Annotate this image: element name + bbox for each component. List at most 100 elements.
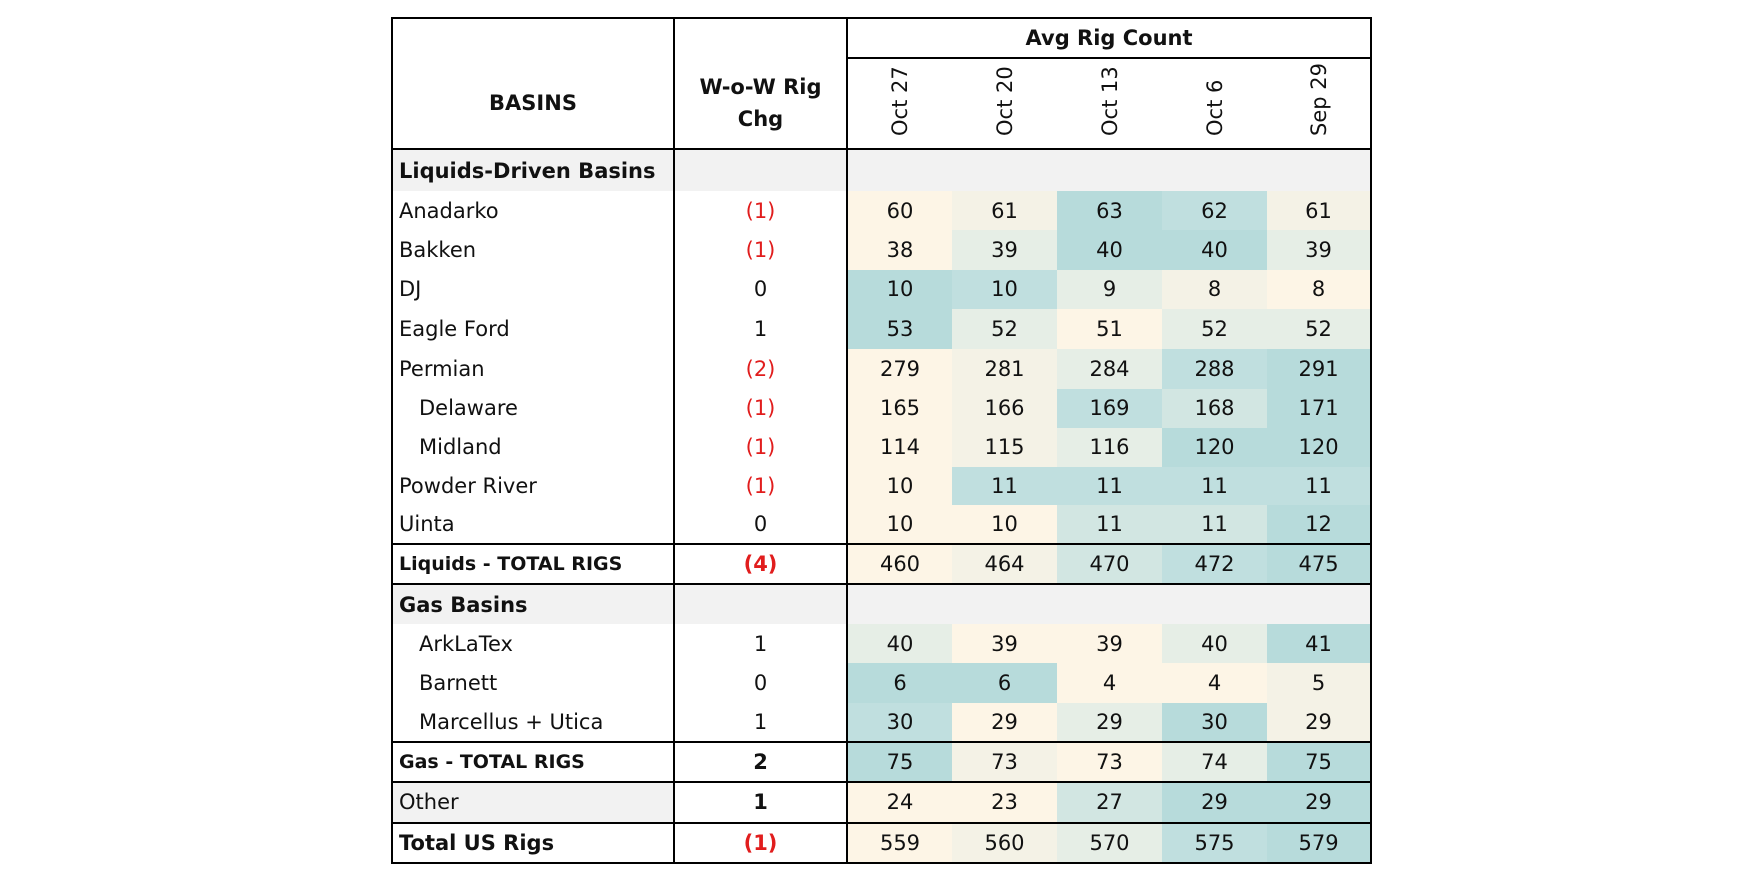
rig-count-cell: 40 [1162, 624, 1267, 664]
wow-change: 1 [673, 309, 848, 350]
header-row-top: Avg Rig Count [391, 16, 1373, 60]
wow-change: 0 [673, 269, 848, 310]
rig-count-cell: 570 [1057, 821, 1162, 865]
rig-count-cell: 62 [1162, 191, 1267, 231]
section-fill [673, 148, 848, 192]
wow-change: (1) [673, 467, 848, 506]
basin-name: Uinta [391, 505, 674, 544]
basin-name: Total US Rigs [391, 821, 674, 865]
wow-change: (4) [673, 542, 848, 585]
rig-count-cell: 10 [952, 269, 1057, 310]
total-row: Liquids - TOTAL RIGS (4) 460 464 470 472 475 [391, 542, 1373, 585]
other-row: Other 1 24 23 27 29 29 [391, 781, 1373, 824]
rig-count-cell: 8 [1267, 269, 1373, 310]
rig-count-cell: 464 [952, 542, 1057, 585]
basin-row: Uinta 0 10 10 11 11 12 [391, 505, 1373, 544]
rig-count-cell: 53 [847, 309, 952, 350]
rig-count-cell: 11 [1057, 505, 1162, 544]
date-label: Oct 6 [1202, 79, 1227, 136]
wow-change: (1) [673, 427, 848, 468]
wow-change: 0 [673, 663, 848, 703]
rig-count-cell: 39 [1267, 230, 1373, 270]
rig-count-cell: 52 [1267, 309, 1373, 350]
date-header: Oct 6 [1162, 58, 1267, 150]
wow-change: 2 [673, 740, 848, 784]
rig-count-cell: 75 [847, 740, 952, 784]
date-header: Oct 20 [952, 58, 1057, 150]
basin-name: Bakken [391, 230, 674, 270]
basin-name: Anadarko [391, 191, 674, 231]
wow-header-line2: Chg [737, 107, 784, 132]
rig-count-cell: 168 [1162, 388, 1267, 428]
basin-row: Barnett 0 6 6 4 4 5 [391, 663, 1373, 703]
rig-count-cell: 73 [952, 740, 1057, 784]
date-header: Oct 13 [1057, 58, 1162, 150]
date-label: Oct 13 [1097, 66, 1122, 136]
section-fill [847, 583, 1373, 625]
total-row: Gas - TOTAL RIGS 2 75 73 73 74 75 [391, 740, 1373, 784]
rig-count-cell: 291 [1267, 349, 1373, 389]
rig-count-cell: 27 [1057, 781, 1162, 824]
wow-change: 1 [673, 702, 848, 742]
date-label: Oct 27 [888, 66, 912, 136]
wow-change: (2) [673, 349, 848, 389]
rig-count-cell: 6 [952, 663, 1057, 703]
rig-count-cell: 171 [1267, 388, 1373, 428]
section-fill [847, 148, 1373, 192]
rig-count-cell: 114 [847, 427, 952, 468]
rig-count-cell: 38 [847, 230, 952, 270]
rig-count-cell: 4 [1057, 663, 1162, 703]
basin-row: Powder River (1) 10 11 11 11 11 [391, 467, 1373, 506]
rig-count-cell: 10 [847, 505, 952, 544]
date-label: Sep 29 [1306, 62, 1331, 136]
grand-total-row: Total US Rigs (1) 559 560 570 575 579 [391, 821, 1373, 865]
rig-count-cell: 73 [1057, 740, 1162, 784]
rig-count-cell: 61 [952, 191, 1057, 231]
rig-count-cell: 284 [1057, 349, 1162, 389]
rig-count-cell: 52 [1162, 309, 1267, 350]
rig-count-cell: 169 [1057, 388, 1162, 428]
rig-count-cell: 9 [1057, 269, 1162, 310]
rig-count-cell: 30 [1162, 702, 1267, 742]
rig-count-cell: 29 [1057, 702, 1162, 742]
basin-name: ArkLaTex [391, 624, 674, 664]
basin-row: ArkLaTex 1 40 39 39 40 41 [391, 624, 1373, 664]
rig-count-cell: 40 [1057, 230, 1162, 270]
wow-header-line1: W-o-W Rig [699, 75, 822, 100]
rig-count-cell: 39 [1057, 624, 1162, 664]
basin-name: Permian [391, 349, 674, 389]
basin-name: Eagle Ford [391, 309, 674, 350]
rig-count-cell: 10 [847, 467, 952, 506]
rig-count-cell: 579 [1267, 821, 1373, 865]
rig-count-cell: 51 [1057, 309, 1162, 350]
rig-count-cell: 30 [847, 702, 952, 742]
date-header: Oct 27 [847, 58, 952, 150]
total-label-prefix: Gas [399, 751, 439, 774]
section-row: Liquids-Driven Basins [391, 148, 1373, 192]
rig-count-cell: 281 [952, 349, 1057, 389]
wow-change: 1 [673, 781, 848, 824]
rig-count-cell: 472 [1162, 542, 1267, 585]
rig-count-cell: 29 [1162, 781, 1267, 824]
section-fill [673, 583, 848, 625]
section-label: Liquids-Driven Basins [391, 148, 674, 192]
wow-change: 1 [673, 624, 848, 664]
basin-name: Marcellus + Utica [391, 702, 674, 742]
rig-count-cell: 24 [847, 781, 952, 824]
basin-name: Gas - TOTAL RIGS [391, 740, 674, 784]
total-label-prefix: Liquids [399, 552, 477, 575]
rig-count-cell: 6 [847, 663, 952, 703]
blank-cell [391, 16, 674, 59]
date-header: Sep 29 [1267, 58, 1373, 150]
rig-count-table: Avg Rig Count BASINS W-o-W Rig Chg Oct 2… [391, 16, 1373, 865]
rig-count-cell: 75 [1267, 740, 1373, 784]
basin-row: Midland (1) 114 115 116 120 120 [391, 427, 1373, 468]
basin-name: Liquids - TOTAL RIGS [391, 542, 674, 585]
basin-row: Bakken (1) 38 39 40 40 39 [391, 230, 1373, 270]
rig-count-cell: 5 [1267, 663, 1373, 703]
basin-name: Barnett [391, 663, 674, 703]
wow-change: 0 [673, 505, 848, 544]
rig-count-cell: 11 [1057, 467, 1162, 506]
rig-count-cell: 460 [847, 542, 952, 585]
avg-rig-count-header: Avg Rig Count [847, 16, 1373, 60]
